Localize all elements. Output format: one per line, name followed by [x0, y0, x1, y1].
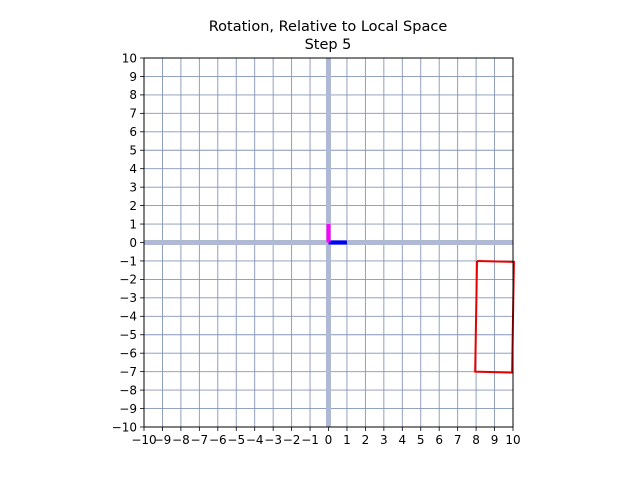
y-tick-label: −1 [119, 254, 137, 268]
plot-area [144, 58, 515, 427]
x-tick-label: 9 [491, 433, 499, 447]
x-tick-label: 3 [380, 433, 388, 447]
x-tick-label: 5 [417, 433, 425, 447]
y-tick-label: −9 [119, 402, 137, 416]
x-tick-label: −8 [172, 433, 190, 447]
y-tick-label: −3 [119, 291, 137, 305]
y-tick-label: 7 [129, 107, 137, 121]
y-tick-label: 6 [129, 125, 137, 139]
y-tick-label: 4 [129, 162, 137, 176]
y-tick-label: 0 [129, 236, 137, 250]
y-tick-label: 8 [129, 88, 137, 102]
chart-subtitle: Step 5 [305, 37, 352, 53]
y-tick-label: −2 [119, 273, 137, 287]
y-tick-label: 1 [129, 217, 137, 231]
x-tick-label: 10 [505, 433, 520, 447]
y-tick-label: −4 [119, 310, 137, 324]
y-tick-label: −10 [112, 420, 137, 434]
x-tick-label: 1 [343, 433, 351, 447]
rotated-rectangle-line [474, 259, 515, 374]
y-tick-label: 10 [122, 51, 137, 65]
x-tick-label: −9 [154, 433, 172, 447]
x-tick-label: 2 [362, 433, 370, 447]
chart-title: Rotation, Relative to Local Space [209, 19, 448, 35]
y-tick-label: −6 [119, 347, 137, 361]
x-tick-label: 8 [472, 433, 480, 447]
x-tick-label: −10 [131, 433, 156, 447]
x-tick-label: 6 [435, 433, 443, 447]
x-tick-label: −6 [209, 433, 227, 447]
x-tick-label: −3 [264, 433, 282, 447]
x-tick-label: 7 [454, 433, 462, 447]
x-tick-label: −7 [190, 433, 208, 447]
y-tick-label: 3 [129, 180, 137, 194]
y-tick-label: −5 [119, 328, 137, 342]
y-tick-label: 9 [129, 70, 137, 84]
y-tick-label: 5 [129, 144, 137, 158]
x-axis: −10−9 −8 −7 −6 −5 −4 −3 −2 −1 0 1 2 3 4 5 6 7 8 9 10 [131, 427, 521, 447]
x-tick-label: −5 [227, 433, 245, 447]
y-tick-label: 2 [129, 199, 137, 213]
x-tick-label: −1 [301, 433, 319, 447]
x-tick-label: −2 [283, 433, 301, 447]
x-tick-label: −4 [246, 433, 264, 447]
x-tick-label: 4 [398, 433, 406, 447]
x-tick-label: 0 [325, 433, 333, 447]
y-tick-label: −7 [119, 365, 137, 379]
y-tick-label: −8 [119, 383, 137, 397]
